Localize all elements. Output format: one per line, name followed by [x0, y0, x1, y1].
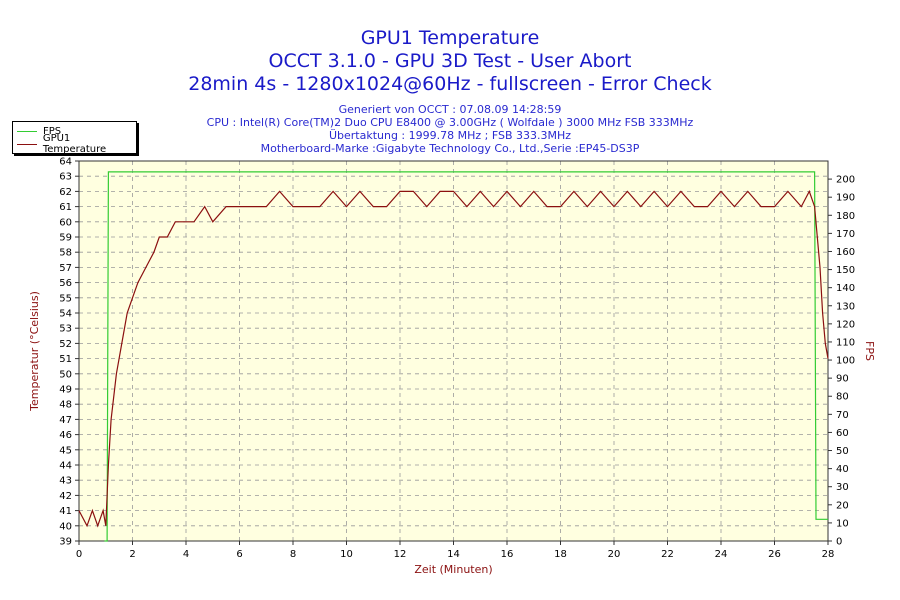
x-tick-label: 4: [183, 549, 189, 560]
x-tick-label: 14: [447, 549, 460, 560]
chart-legend: FPS GPU1 Temperature: [12, 121, 137, 155]
y-left-tick-label: 39: [59, 537, 72, 548]
y-right-tick-label: 140: [836, 283, 855, 294]
y-right-tick-label: 50: [836, 446, 849, 457]
series-line-fps: [104, 171, 828, 542]
y-left-tick-label: 60: [59, 217, 72, 228]
y-right-tick-label: 70: [836, 410, 849, 421]
legend-item-fps: FPS: [17, 125, 61, 137]
y-right-tick-label: 40: [836, 464, 849, 475]
y-left-tick-label: 64: [59, 157, 72, 168]
y-left-tick-label: 57: [59, 263, 72, 274]
y-right-tick-label: 90: [836, 374, 849, 385]
y-left-tick-label: 53: [59, 324, 72, 335]
y-right-tick-label: 200: [836, 175, 855, 186]
x-tick-label: 10: [340, 549, 353, 560]
y-left-tick-label: 40: [59, 521, 72, 532]
y-right-tick-label: 120: [836, 319, 855, 330]
chart-subtitle-duration: 28min 4s - 1280x1024@60Hz - fullscreen -…: [188, 73, 712, 95]
info-generated: Generiert von OCCT : 07.08.09 14:28:59: [338, 103, 562, 116]
x-tick-label: 16: [501, 549, 514, 560]
y-left-tick-label: 46: [59, 430, 72, 441]
y-left-tick-label: 54: [59, 309, 72, 320]
y-right-tick-label: 170: [836, 229, 855, 240]
y-left-tick-label: 56: [59, 278, 72, 289]
x-tick-label: 26: [768, 549, 781, 560]
y-left-tick-label: 42: [59, 491, 72, 502]
x-tick-label: 20: [608, 549, 621, 560]
chart-title: GPU1 Temperature: [360, 27, 540, 49]
y-right-tick-label: 130: [836, 301, 855, 312]
legend-swatch-temp: [17, 143, 37, 145]
series-line-gpu-temperature: [78, 189, 829, 528]
legend-item-temp: GPU1 Temperature: [17, 133, 136, 155]
y-left-tick-label: 43: [59, 476, 72, 487]
info-motherboard: Motherboard-Marke :Gigabyte Technology C…: [260, 142, 640, 155]
info-overclock: Übertaktung : 1999.78 MHz ; FSB 333.3MHz: [328, 129, 572, 142]
y-left-tick-label: 61: [59, 202, 72, 213]
legend-label-temp: GPU1 Temperature: [42, 133, 107, 155]
y-right-tick-label: 20: [836, 500, 849, 511]
x-tick-label: 2: [129, 549, 135, 560]
y-right-tick-label: 0: [836, 537, 842, 548]
y-right-tick-label: 80: [836, 392, 849, 403]
y-right-tick-label: 110: [836, 337, 855, 348]
y-left-tick-label: 48: [59, 400, 72, 411]
info-cpu: CPU : Intel(R) Core(TM)2 Duo CPU E8400 @…: [206, 116, 694, 129]
x-tick-label: 22: [661, 549, 674, 560]
legend-swatch-fps: [17, 130, 37, 132]
y-left-tick-label: 45: [59, 445, 72, 456]
y-right-tick-label: 10: [836, 518, 849, 529]
y-left-tick-label: 44: [59, 461, 72, 472]
x-axis-label: Zeit (Minuten): [414, 563, 492, 576]
x-tick-label: 6: [236, 549, 242, 560]
chart-subtitle-test: OCCT 3.1.0 - GPU 3D Test - User Abort: [268, 50, 632, 72]
y-right-tick-label: 30: [836, 482, 849, 493]
y-right-tick-label: 180: [836, 211, 855, 222]
x-tick-label: 12: [394, 549, 407, 560]
y-left-tick-label: 52: [59, 339, 72, 350]
y-right-tick-label: 150: [836, 265, 855, 276]
legend-label-fps: FPS: [43, 125, 62, 137]
x-tick-label: 28: [822, 549, 835, 560]
y-left-tick-label: 41: [59, 506, 72, 517]
y-left-tick-label: 62: [59, 187, 72, 198]
x-tick-label: 18: [554, 549, 567, 560]
y-left-tick-label: 63: [59, 172, 72, 183]
y-left-axis-label: Temperatur (°Celsius): [28, 291, 41, 412]
y-left-tick-label: 58: [59, 248, 72, 259]
y-right-tick-label: 160: [836, 247, 855, 258]
y-left-tick-label: 59: [59, 233, 72, 244]
y-left-tick-label: 50: [59, 369, 72, 380]
y-right-tick-label: 100: [836, 356, 855, 367]
x-tick-label: 8: [290, 549, 296, 560]
y-left-tick-label: 49: [59, 385, 72, 396]
plot-area: [79, 161, 828, 541]
y-left-tick-label: 51: [59, 354, 72, 365]
x-tick-label: 24: [715, 549, 728, 560]
y-left-tick-label: 47: [59, 415, 72, 426]
y-right-axis-label: FPS: [863, 341, 876, 361]
y-right-tick-label: 190: [836, 193, 855, 204]
x-tick-label: 0: [76, 549, 82, 560]
y-right-tick-label: 60: [836, 428, 849, 439]
y-left-tick-label: 55: [59, 293, 72, 304]
